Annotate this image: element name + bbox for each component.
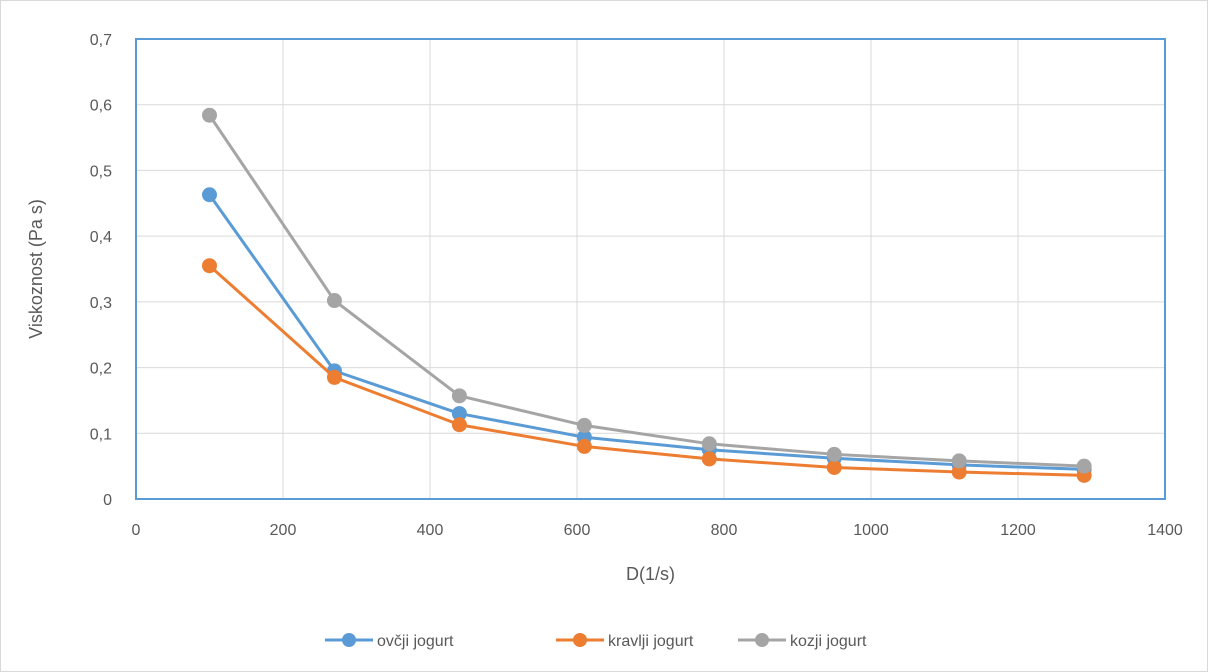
data-point	[326, 293, 342, 309]
x-tick-label: 200	[270, 522, 297, 539]
y-tick-label: 0,2	[90, 361, 112, 378]
legend-marker	[342, 633, 356, 647]
legend: ovčji jogurt kravlji jogurt kozji jogurt	[325, 633, 867, 650]
y-tick-label: 0,1	[90, 426, 112, 443]
data-point	[451, 417, 467, 433]
data-point	[826, 446, 842, 462]
x-tick-label: 1200	[1000, 522, 1036, 539]
series-line	[208, 264, 1085, 477]
legend-marker	[573, 633, 587, 647]
data-point	[326, 369, 342, 385]
y-tick-label: 0,7	[90, 32, 112, 49]
y-tick-label: 0	[103, 492, 112, 509]
y-axis-title: Viskoznost (Pa s)	[26, 199, 46, 339]
data-point	[202, 258, 217, 274]
y-tick-label: 0,3	[90, 295, 112, 312]
series-3	[202, 107, 1092, 474]
data-point	[576, 417, 592, 433]
data-point	[202, 107, 217, 123]
series-line	[208, 193, 1085, 471]
y-tick-label: 0,6	[90, 98, 112, 115]
data-point	[451, 388, 467, 404]
series-line	[208, 114, 1085, 468]
legend-item: kozji jogurt	[738, 633, 867, 650]
legend-item: ovčji jogurt	[325, 633, 454, 650]
x-tick-label: 0	[132, 522, 141, 539]
y-axis-ticks: 0 0,1 0,2 0,3 0,4 0,5 0,6 0,7	[90, 32, 112, 509]
legend-label: ovčji jogurt	[377, 633, 454, 650]
legend-marker	[755, 633, 769, 647]
data-point	[576, 438, 592, 454]
y-tick-label: 0,5	[90, 163, 112, 180]
data-point	[826, 459, 842, 475]
data-point	[202, 187, 217, 203]
x-tick-label: 600	[564, 522, 591, 539]
x-tick-label: 1000	[853, 522, 889, 539]
plot-area-border	[135, 38, 1166, 500]
data-point	[1076, 458, 1092, 474]
gridlines	[135, 38, 1166, 500]
x-tick-label: 800	[711, 522, 738, 539]
series-2	[202, 258, 1092, 483]
x-tick-label: 400	[417, 522, 444, 539]
x-tick-label: 1400	[1147, 522, 1183, 539]
x-axis-ticks: 0 200 400 600 800 1000 1200 1400	[132, 522, 1183, 539]
data-point	[951, 453, 967, 469]
data-point	[701, 436, 717, 452]
legend-label: kravlji jogurt	[608, 633, 694, 650]
data-point	[701, 451, 717, 467]
legend-item: kravlji jogurt	[556, 633, 694, 650]
series-group	[202, 107, 1092, 483]
legend-label: kozji jogurt	[790, 633, 867, 650]
x-axis-title: D(1/s)	[626, 564, 675, 584]
y-tick-label: 0,4	[90, 229, 112, 246]
